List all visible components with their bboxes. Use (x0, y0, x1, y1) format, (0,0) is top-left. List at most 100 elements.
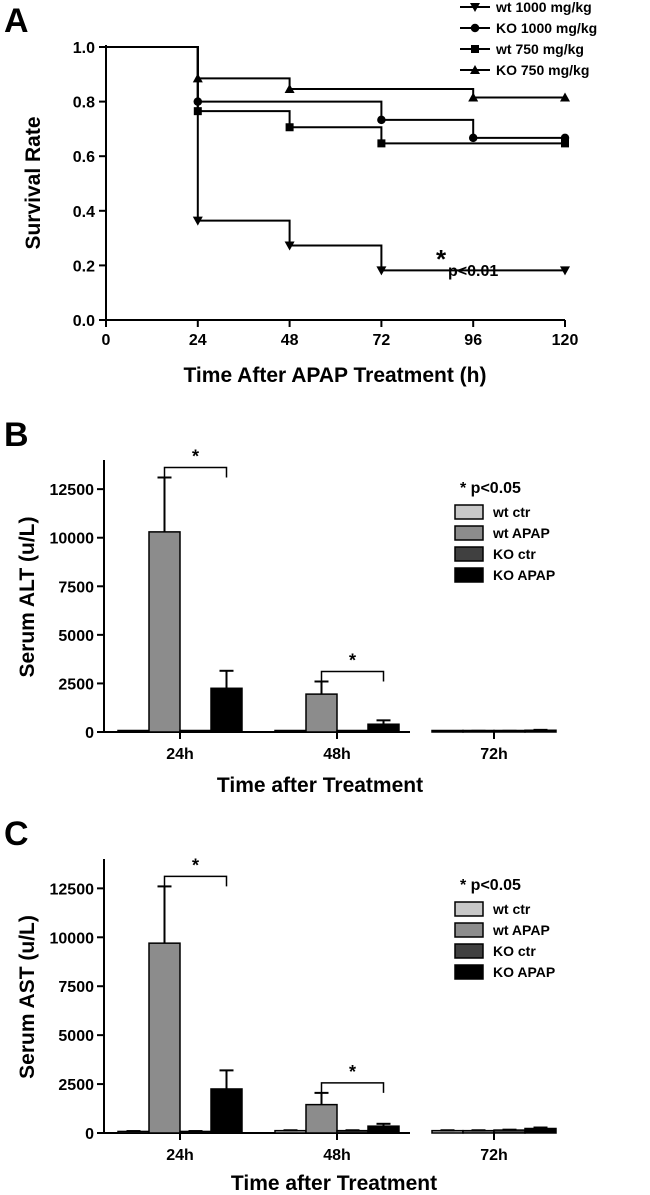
ast-bars: ** (117, 855, 557, 1134)
significance-bracket (163, 875, 228, 887)
bar-category-label: 48h (323, 746, 351, 763)
ast-legend: * p<0.05 wt ctr wt APAP KO ctr KO APAP (454, 877, 555, 980)
alt-bars: ** (117, 446, 557, 733)
survival-y-axis-title: Survival Rate (22, 116, 45, 249)
bar (210, 687, 243, 733)
survival-point (376, 266, 387, 276)
bar-legend-swatch (454, 901, 484, 917)
alt-y-axis-title: Serum ALT (u/L) (16, 517, 39, 678)
survival-point (193, 107, 202, 116)
bar-legend-title: * p<0.05 (460, 877, 521, 894)
alt-legend: * p<0.05 wt ctr wt APAP KO ctr KO APAP (454, 480, 555, 583)
bar-category-label: 48h (323, 1147, 351, 1164)
survival-legend-label: wt 1000 mg/kg (495, 0, 592, 15)
bar-y-tick-label: 5000 (58, 1028, 94, 1045)
bar-y-tick-label: 10000 (50, 531, 95, 548)
survival-chart: A 0 24 48 72 96 120 0.0 0.2 0.4 0.6 0.8 1.0 wt 1000… (4, 0, 597, 387)
survival-series-line (106, 46, 565, 272)
bar-y-tick-label: 5000 (58, 628, 94, 645)
survival-y-tick-label: 0.6 (73, 149, 95, 166)
bar-legend-label: KO APAP (493, 567, 555, 583)
survival-x-tick-label: 24 (189, 332, 207, 349)
bar (210, 1088, 243, 1134)
survival-point (468, 133, 478, 143)
bar-y-tick-label: 2500 (58, 676, 94, 693)
survival-point (284, 241, 295, 251)
survival-point (192, 73, 203, 83)
significance-bracket (320, 670, 385, 682)
survival-x-axis-title: Time After APAP Treatment (h) (183, 364, 486, 387)
bar-y-tick-label: 7500 (58, 579, 94, 596)
bar-legend-swatch (454, 525, 484, 541)
bar-y-tick-label: 7500 (58, 979, 94, 996)
bar-category-label: 24h (166, 1147, 194, 1164)
bar-category-label: 72h (480, 746, 508, 763)
alt-axes: 0 2500 5000 7500 10000 12500 24h 48h 72h (50, 460, 508, 763)
bar (367, 723, 400, 733)
survival-legend-label: KO 1000 mg/kg (496, 20, 597, 36)
bar-category-label: 72h (480, 1147, 508, 1164)
bar-y-tick-label: 2500 (58, 1077, 94, 1094)
survival-point (560, 92, 570, 102)
survival-x-tick-label: 48 (281, 332, 299, 349)
bar-y-tick-label: 12500 (50, 482, 95, 499)
survival-point (561, 139, 569, 148)
survival-significance-star: * (436, 244, 447, 274)
significance-star: * (192, 855, 199, 875)
bar-y-tick-label: 0 (85, 725, 94, 742)
significance-bracket (163, 466, 228, 478)
bar-legend-swatch (454, 567, 484, 583)
bar (305, 693, 338, 733)
survival-legend-marker (471, 45, 479, 53)
bar-legend-label: KO APAP (493, 964, 555, 980)
alt-x-axis-title: Time after Treatment (217, 774, 423, 797)
survival-x-tick-label: 0 (102, 332, 111, 349)
survival-legend-marker (470, 65, 480, 74)
survival-legend-marker (470, 3, 480, 12)
bar (148, 531, 181, 733)
survival-point (468, 92, 479, 102)
survival-y-tick-label: 0.8 (73, 95, 95, 112)
survival-point (284, 84, 295, 94)
survival-point (377, 139, 386, 148)
survival-point (560, 266, 570, 276)
bar-legend-label: wt ctr (492, 901, 531, 917)
bar-legend-label: wt ctr (492, 504, 531, 520)
survival-point (192, 216, 203, 226)
survival-y-tick-label: 0.4 (73, 204, 95, 221)
survival-y-tick-label: 0.2 (73, 258, 95, 275)
bar-y-tick-label: 12500 (50, 881, 95, 898)
bar-legend-swatch (454, 922, 484, 938)
survival-y-tick-label: 1.0 (73, 40, 95, 57)
bar-legend-label: KO ctr (493, 943, 536, 959)
survival-legend: wt 1000 mg/kg KO 1000 mg/kg wt 750 mg/kg KO… (460, 0, 597, 78)
ast-y-axis-title: Serum AST (u/L) (16, 915, 39, 1079)
bar-legend-swatch (454, 504, 484, 520)
significance-star: * (192, 446, 199, 466)
bar (148, 942, 181, 1134)
survival-significance-p: p<0.01 (448, 263, 498, 280)
bar-legend-swatch (454, 943, 484, 959)
survival-y-tick-label: 0.0 (73, 313, 95, 330)
bar (367, 1125, 400, 1134)
bar-legend-swatch (454, 546, 484, 562)
bar-category-label: 24h (166, 746, 194, 763)
bar (524, 1127, 557, 1134)
bar-legend-label: wt APAP (492, 922, 550, 938)
panel-label-a: A (4, 2, 29, 40)
significance-star: * (349, 650, 356, 670)
significance-star: * (349, 1062, 356, 1082)
ast-x-axis-title: Time after Treatment (231, 1172, 437, 1195)
survival-x-tick-label: 96 (464, 332, 482, 349)
bar-legend-title: * p<0.05 (460, 480, 521, 497)
survival-x-tick-label: 72 (373, 332, 391, 349)
bar-y-tick-label: 0 (85, 1126, 94, 1143)
survival-legend-marker (470, 23, 480, 33)
panel-label-c: C (4, 815, 29, 853)
survival-point (285, 123, 294, 132)
bar-legend-label: wt APAP (492, 525, 550, 541)
bar (305, 1103, 338, 1134)
